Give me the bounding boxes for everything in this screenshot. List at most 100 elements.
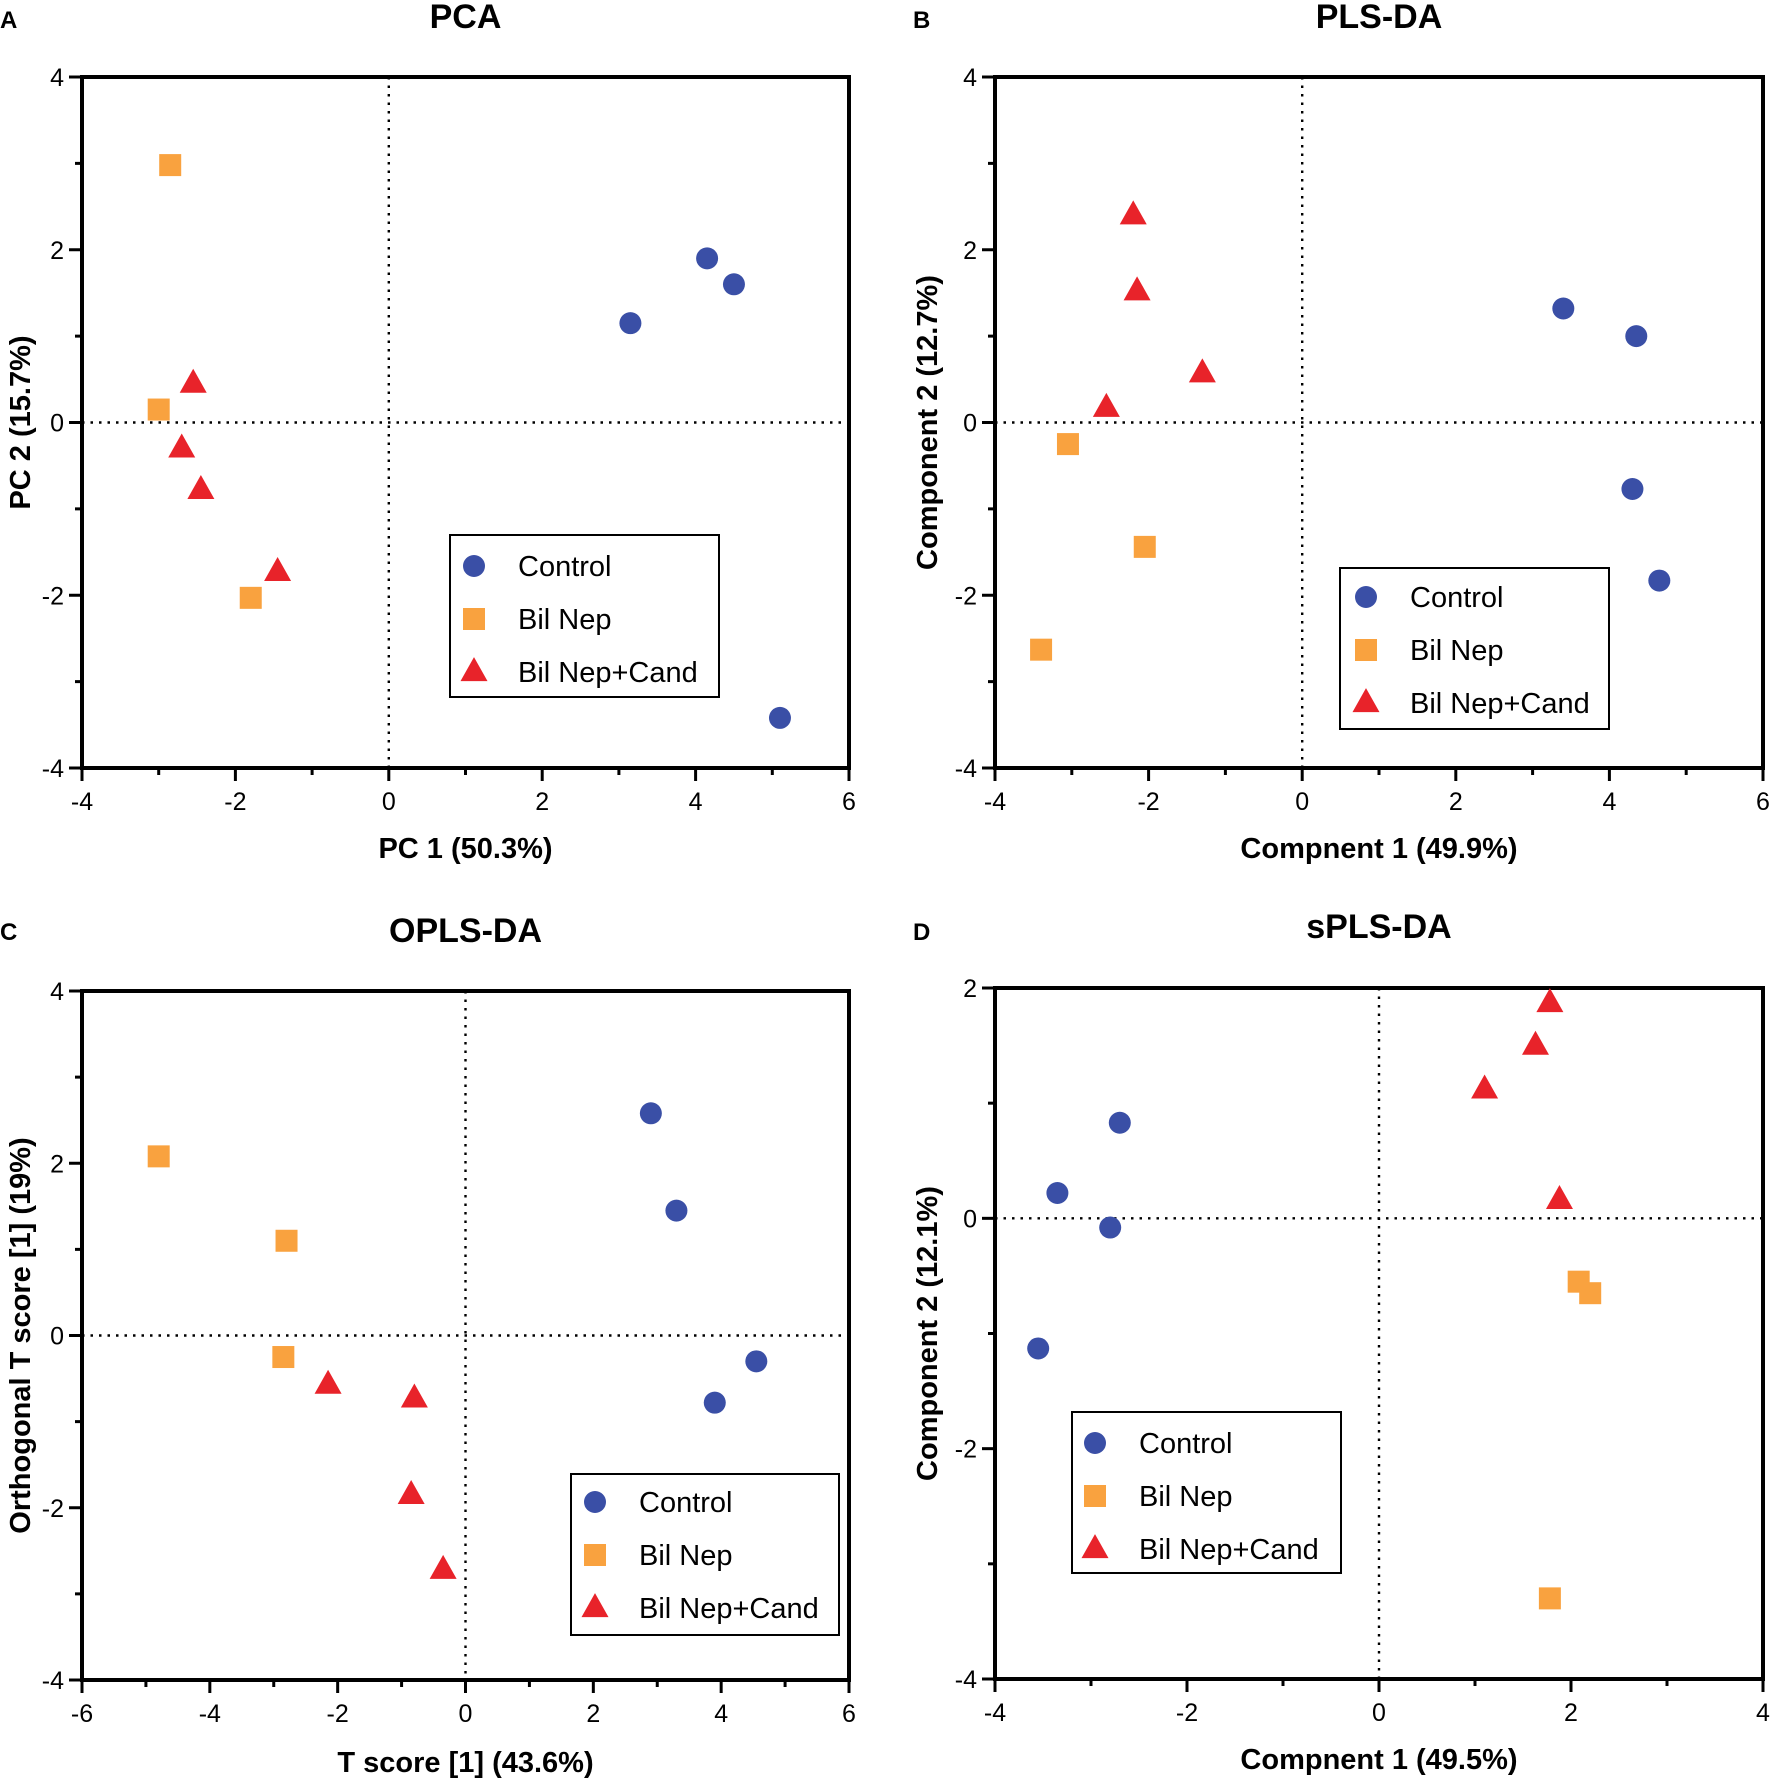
x-tick-label: -2 (1137, 788, 1159, 816)
data-point-bil-nep-cand (400, 1383, 428, 1408)
y-axis-label: PC 2 (15.7%) (5, 335, 37, 509)
legend-marker-bil-nep (1355, 639, 1377, 661)
data-point-control (619, 312, 642, 335)
data-point-control (1625, 325, 1648, 348)
x-axis-label: PC 1 (50.3%) (378, 833, 552, 865)
x-tick-label: 4 (689, 788, 703, 816)
y-tick-label: 2 (963, 975, 977, 1003)
data-point-bil-nep-cand (1092, 392, 1120, 417)
data-point-bil-nep (1030, 638, 1053, 661)
y-tick-label: 0 (963, 410, 977, 438)
legend-label: Control (1139, 1428, 1233, 1460)
x-tick-label: 4 (714, 1700, 728, 1728)
legend-marker-bil-nep-cand (460, 657, 488, 682)
x-tick-label: 2 (1449, 788, 1463, 816)
legend-label: Bil Nep+Cand (639, 1593, 819, 1625)
panel-a: A PCA -4 -2 0 2 4 6 -4 -2 0 2 4 PC 1 (50.3%) PC 2 (15.… (0, 0, 856, 865)
y-tick-label: 2 (50, 1150, 64, 1178)
legend-marker-bil-nep-cand (1352, 688, 1380, 713)
data-point-bil-nep (159, 154, 182, 177)
x-tick-label: -4 (199, 1700, 221, 1728)
legend-marker-control (463, 555, 485, 577)
legend-label: Control (518, 551, 612, 583)
panel-letter: D (913, 919, 930, 946)
x-tick-label: 4 (1602, 788, 1616, 816)
x-axis-label: T score [1] (43.6%) (337, 1747, 593, 1778)
legend-label: Bil Nep+Cand (1410, 688, 1590, 720)
data-point-bil-nep-cand (1119, 200, 1147, 225)
data-point-control (768, 706, 791, 729)
legend-marker-bil-nep (584, 1544, 606, 1566)
y-axis-label: Component 2 (12.7%) (912, 275, 944, 570)
data-point-control (1648, 569, 1671, 592)
data-point-bil-nep-cand (168, 433, 196, 458)
data-point-control (1027, 1337, 1050, 1360)
data-point-bil-nep-cand (314, 1369, 342, 1394)
x-tick-label: -4 (984, 788, 1006, 816)
data-point-bil-nep (1538, 1587, 1561, 1610)
data-point-control (703, 1391, 726, 1414)
x-tick-label: 2 (535, 788, 549, 816)
x-tick-label: -6 (71, 1700, 93, 1728)
data-point-control (745, 1350, 768, 1373)
legend-marker-bil-nep (1084, 1485, 1106, 1507)
data-point-control (1621, 478, 1644, 501)
y-tick-label: -4 (955, 755, 977, 783)
legend-marker-bil-nep (463, 608, 485, 630)
x-tick-label: 0 (459, 1700, 473, 1728)
x-axis-label: Compnent 1 (49.9%) (1240, 833, 1517, 865)
x-axis-label: Compnent 1 (49.5%) (1240, 1744, 1517, 1776)
legend-label: Control (639, 1487, 733, 1519)
chart-title: PCA (430, 0, 502, 36)
x-tick-label: 2 (586, 1700, 600, 1728)
data-point-bil-nep-cand (1545, 1185, 1573, 1210)
chart-title: sPLS-DA (1306, 908, 1451, 946)
legend-marker-control (584, 1491, 606, 1513)
x-tick-label: 0 (1372, 1699, 1386, 1727)
legend-marker-control (1355, 586, 1377, 608)
data-point-control (1552, 297, 1575, 320)
legend: Control Bil Nep Bil Nep+Cand (449, 534, 720, 698)
y-tick-label: 4 (963, 64, 977, 92)
chart-title: OPLS-DA (389, 912, 542, 950)
legend-box (1071, 1411, 1342, 1574)
x-tick-label: -2 (1176, 1699, 1198, 1727)
data-point-control (696, 247, 719, 270)
data-point-bil-nep-cand (264, 557, 292, 582)
data-point-bil-nep-cand (1188, 358, 1216, 383)
x-tick-label: 0 (382, 788, 396, 816)
data-point-bil-nep-cand (1471, 1074, 1499, 1099)
legend-box (570, 1473, 840, 1636)
legend-label: Control (1410, 582, 1504, 614)
legend-label: Bil Nep+Cand (518, 657, 698, 689)
data-point-bil-nep (1133, 535, 1156, 558)
chart-title: PLS-DA (1316, 0, 1443, 36)
legend: Control Bil Nep Bil Nep+Cand (570, 1473, 840, 1636)
y-tick-label: -4 (42, 755, 64, 783)
y-tick-label: 2 (963, 237, 977, 265)
y-axis-label: Orthogonal T score [1] (19%) (5, 1137, 37, 1533)
x-tick-label: 6 (842, 1700, 856, 1728)
data-point-bil-nep-cand (397, 1479, 425, 1504)
data-point-bil-nep-cand (1123, 276, 1151, 301)
data-point-control (1108, 1111, 1131, 1134)
x-tick-label: -4 (71, 788, 93, 816)
panel-letter: C (0, 919, 17, 946)
y-tick-label: -2 (955, 582, 977, 610)
y-tick-label: 0 (963, 1205, 977, 1233)
y-tick-label: 0 (50, 410, 64, 438)
x-tick-label: -4 (984, 1699, 1006, 1727)
legend-box (449, 534, 720, 698)
data-point-control (1099, 1216, 1122, 1239)
y-tick-label: -4 (955, 1666, 977, 1694)
data-point-bil-nep (275, 1229, 298, 1252)
x-tick-label: -2 (327, 1700, 349, 1728)
y-tick-label: 2 (50, 237, 64, 265)
data-point-control (1046, 1181, 1069, 1204)
data-point-bil-nep (1056, 433, 1079, 456)
data-point-bil-nep (239, 586, 262, 609)
x-tick-label: 6 (1756, 788, 1770, 816)
